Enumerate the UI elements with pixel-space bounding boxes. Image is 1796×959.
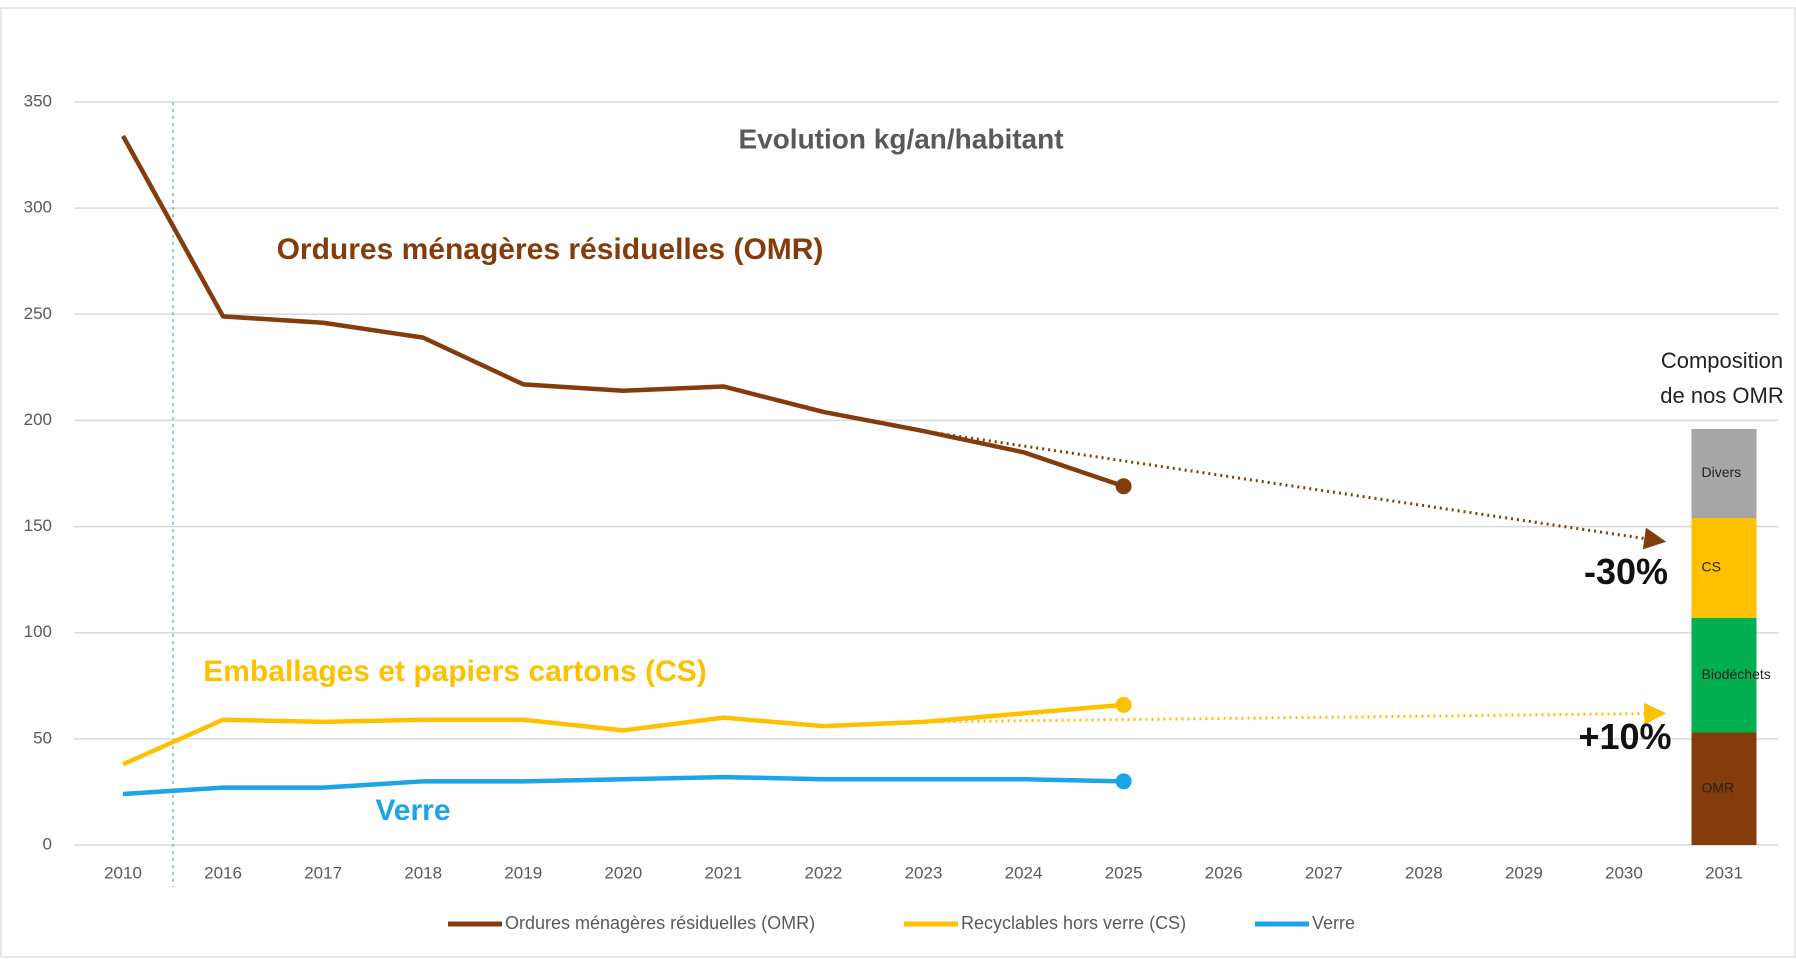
bar-segment (1691, 518, 1757, 618)
x-tick-label: 2017 (304, 863, 342, 882)
segment-label: Biodéchets (1702, 666, 1771, 682)
x-tick-label: 2031 (1705, 863, 1743, 882)
projection-label: +10% (1578, 716, 1671, 757)
segment-label: CS (1702, 559, 1721, 575)
series-label: Ordures ménagères résiduelles (OMR) (277, 233, 824, 266)
bar-title: de nos OMR (1660, 383, 1784, 408)
x-tick-label: 2028 (1405, 863, 1443, 882)
bar-segment (1691, 617, 1757, 733)
x-tick-label: 2026 (1205, 863, 1243, 882)
bar-title: Composition (1661, 348, 1783, 373)
legend-label: Ordures ménagères résiduelles (OMR) (505, 913, 815, 933)
x-tick-label: 2010 (104, 863, 142, 882)
frame (0, 7, 1796, 958)
series-line (122, 774, 1124, 797)
segment-label: Divers (1702, 464, 1742, 480)
x-tick-label: 2030 (1605, 863, 1643, 882)
series-line (122, 702, 1124, 767)
x-tick-label: 2019 (504, 863, 542, 882)
projection-label: -30% (1584, 551, 1668, 592)
series-label: Emballages et papiers cartons (CS) (203, 655, 707, 688)
end-marker (1115, 696, 1132, 713)
series-label: Verre (375, 794, 450, 827)
x-tick-label: 2020 (604, 863, 642, 882)
legend-label: Recyclables hors verre (CS) (961, 913, 1186, 933)
chart-title: Evolution kg/an/habitant (738, 123, 1063, 154)
bar-segment (1691, 732, 1757, 845)
x-tick-label: 2027 (1305, 863, 1343, 882)
projection (923, 429, 1667, 550)
x-tick-label: 2025 (1105, 863, 1143, 882)
x-tick-label: 2018 (404, 863, 442, 882)
segment-label: OMR (1702, 779, 1735, 795)
y-tick-label: 250 (24, 304, 52, 323)
y-tick-label: 350 (24, 91, 52, 110)
y-tick-label: 100 (24, 622, 52, 641)
y-tick-label: 150 (24, 516, 52, 535)
x-tick-label: 2016 (204, 863, 242, 882)
x-tick-label: 2029 (1505, 863, 1543, 882)
x-tick-label: 2024 (1005, 863, 1043, 882)
y-tick-label: 50 (33, 728, 52, 747)
bar-segment (1691, 428, 1757, 519)
series-line (121, 134, 1125, 489)
y-tick-label: 0 (43, 834, 52, 853)
end-marker (1115, 478, 1132, 495)
legend-label: Verre (1312, 913, 1355, 933)
end-marker (1115, 773, 1132, 790)
x-tick-label: 2023 (905, 863, 943, 882)
x-tick-label: 2021 (704, 863, 742, 882)
y-tick-label: 300 (24, 198, 52, 217)
y-tick-label: 200 (24, 410, 52, 429)
x-tick-label: 2022 (805, 863, 843, 882)
